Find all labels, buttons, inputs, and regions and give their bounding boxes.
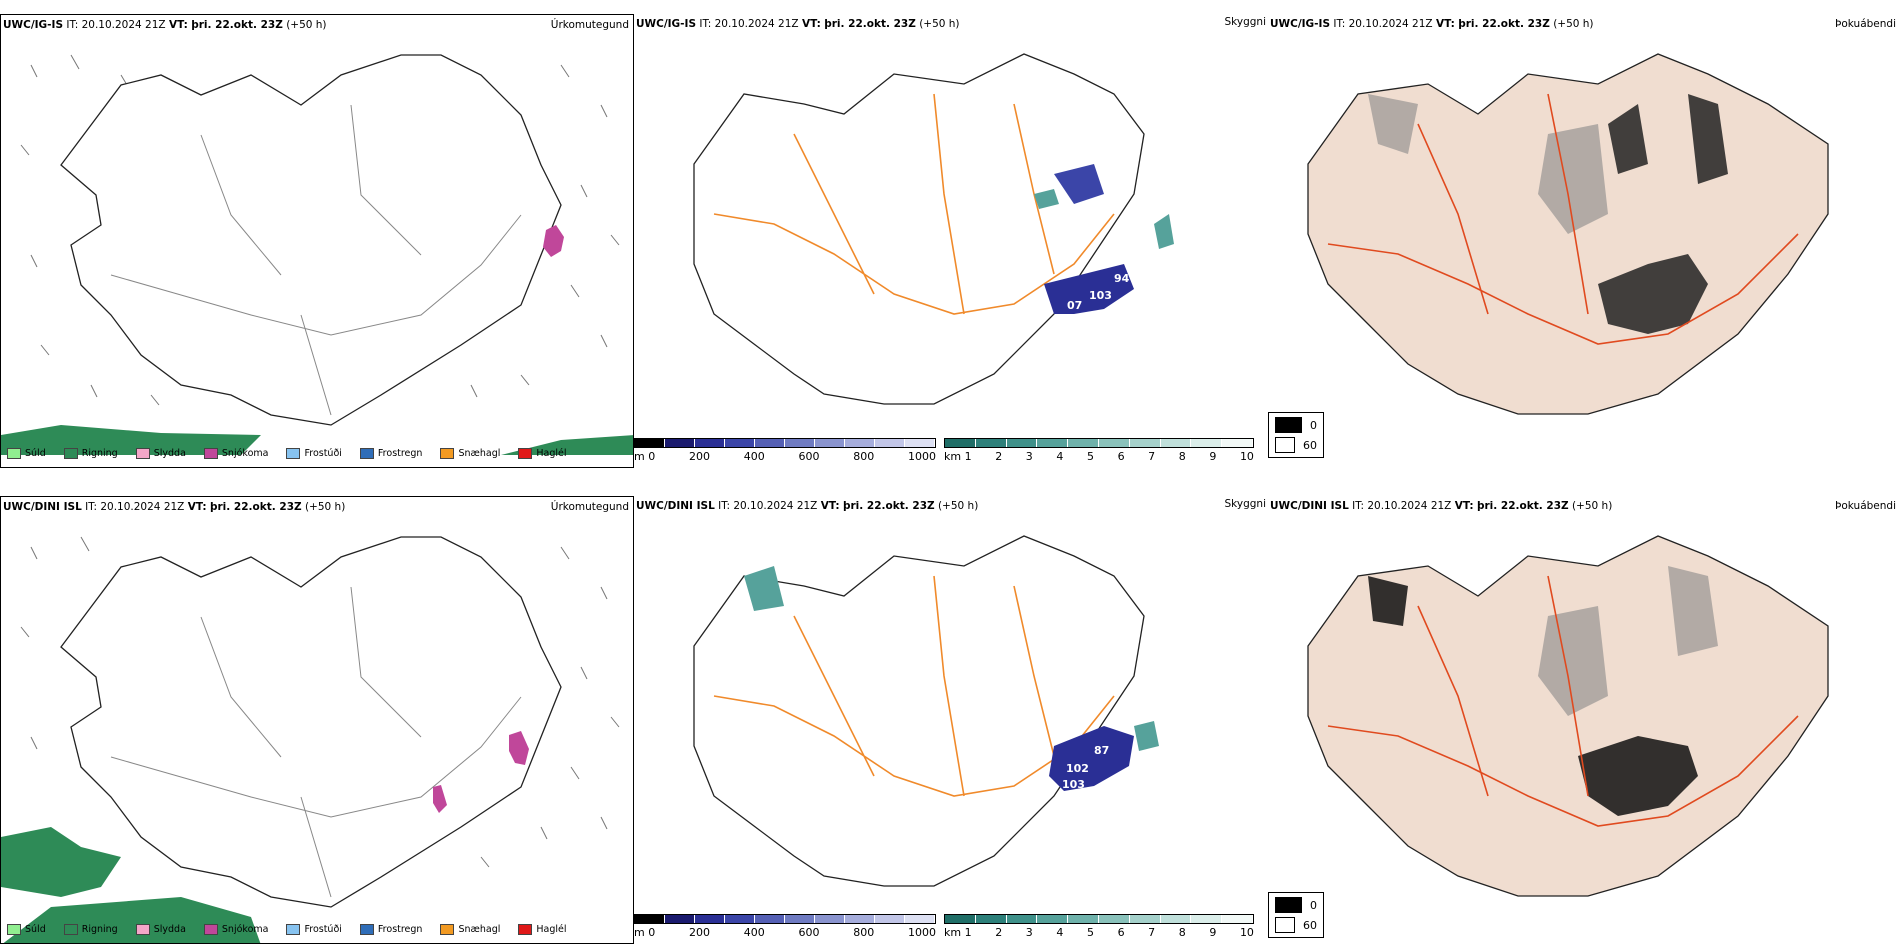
fog-grey-area — [1538, 566, 1718, 716]
iceland-outline — [693, 535, 1145, 887]
precip-legend-bottom: Súld Rigning Slydda Snjókoma Frostúði Fr… — [7, 924, 579, 935]
precip-legend-top: Súld Rigning Slydda Snjókoma Frostúði Fr… — [7, 448, 579, 459]
visibility-panel-top: 94 103 07 UWC/IG-IS IT: 20.10.2024 21Z V… — [634, 14, 1268, 468]
precip-title-bottom: Úrkomutegund — [550, 501, 629, 513]
wind-barbs — [20, 536, 620, 868]
precip-map-top — [1, 54, 633, 455]
teal-visibility-area — [1034, 189, 1174, 249]
fog-dark-area — [1598, 94, 1728, 334]
low-visibility-area — [1044, 264, 1134, 314]
visibility-panel-bottom: 87 102 103 UWC/DINI ISL IT: 20.10.2024 2… — [634, 496, 1268, 944]
fog-header-bottom: UWC/DINI ISL IT: 20.10.2024 21Z VT: þri.… — [1270, 500, 1613, 512]
vis-value-1: 87 — [1094, 744, 1109, 757]
vis-value-3: 07 — [1067, 299, 1082, 312]
iceland-outline — [60, 54, 562, 426]
vis-value-2: 103 — [1089, 289, 1112, 302]
vis-header-top: UWC/IG-IS IT: 20.10.2024 21Z VT: þri. 22… — [636, 18, 960, 30]
vis-scale-m-bottom: m 0 200 400 600 800 1000 — [634, 914, 936, 939]
snowfall-area — [433, 731, 529, 813]
visibility-map-bottom: 87 102 103 — [693, 535, 1159, 887]
snowfall-area — [543, 225, 564, 257]
rain-area — [1, 425, 633, 455]
fog-dark-area — [1368, 576, 1698, 816]
low-visibility-area — [1049, 726, 1134, 791]
precip-title-top: Úrkomutegund — [550, 19, 629, 31]
vis-value-1: 94 — [1114, 272, 1130, 285]
iceland-outline — [693, 53, 1145, 405]
fog-title-bottom: Þokuábendi — [1835, 500, 1896, 512]
fog-header-top: UWC/IG-IS IT: 20.10.2024 21Z VT: þri. 22… — [1270, 18, 1594, 30]
visibility-map-top: 94 103 07 — [693, 53, 1174, 405]
vis-value-2: 102 — [1066, 762, 1089, 775]
road-network — [110, 104, 522, 416]
fog-panel-bottom: UWC/DINI ISL IT: 20.10.2024 21Z VT: þri.… — [1268, 496, 1900, 944]
wind-barbs — [20, 54, 620, 406]
fog-map-bottom — [1307, 535, 1829, 897]
fog-legend-bottom: 0 60 — [1268, 892, 1324, 938]
precip-panel-top: UWC/IG-IS IT: 20.10.2024 21Z VT: þri. 22… — [0, 14, 634, 468]
vis-value-3: 103 — [1062, 778, 1085, 791]
road-network — [1327, 575, 1799, 827]
fog-title-top: Þokuábendi — [1835, 18, 1896, 30]
fog-map-top — [1307, 53, 1829, 415]
precip-panel-bottom: UWC/DINI ISL IT: 20.10.2024 21Z VT: þri.… — [0, 496, 634, 944]
iceland-outline — [60, 536, 562, 908]
fog-legend-top: 0 60 — [1268, 412, 1324, 458]
fog-grey-area — [1368, 94, 1608, 234]
road-network — [713, 93, 1115, 315]
precip-header-bottom: UWC/DINI ISL IT: 20.10.2024 21Z VT: þri.… — [3, 501, 346, 513]
mid-visibility-area — [1054, 164, 1104, 204]
road-network — [1327, 93, 1799, 345]
vis-scale-m-top: m 0 200 400 600 800 1000 — [634, 438, 936, 463]
fog-panel-top: UWC/IG-IS IT: 20.10.2024 21Z VT: þri. 22… — [1268, 14, 1900, 468]
vis-title-top: Skyggni — [1224, 16, 1267, 28]
precip-header-top: UWC/IG-IS IT: 20.10.2024 21Z VT: þri. 22… — [3, 19, 327, 31]
vis-header-bottom: UWC/DINI ISL IT: 20.10.2024 21Z VT: þri.… — [636, 500, 979, 512]
vis-scale-km-top: km 1 2 3 4 5 6 7 8 9 10 — [944, 438, 1254, 463]
rain-area — [1, 827, 261, 943]
vis-title-bottom: Skyggni — [1224, 498, 1267, 510]
road-network — [713, 575, 1115, 797]
road-network — [110, 586, 522, 898]
vis-scale-km-bottom: km 1 2 3 4 5 6 7 8 9 10 — [944, 914, 1254, 939]
precip-map-bottom — [1, 536, 620, 943]
